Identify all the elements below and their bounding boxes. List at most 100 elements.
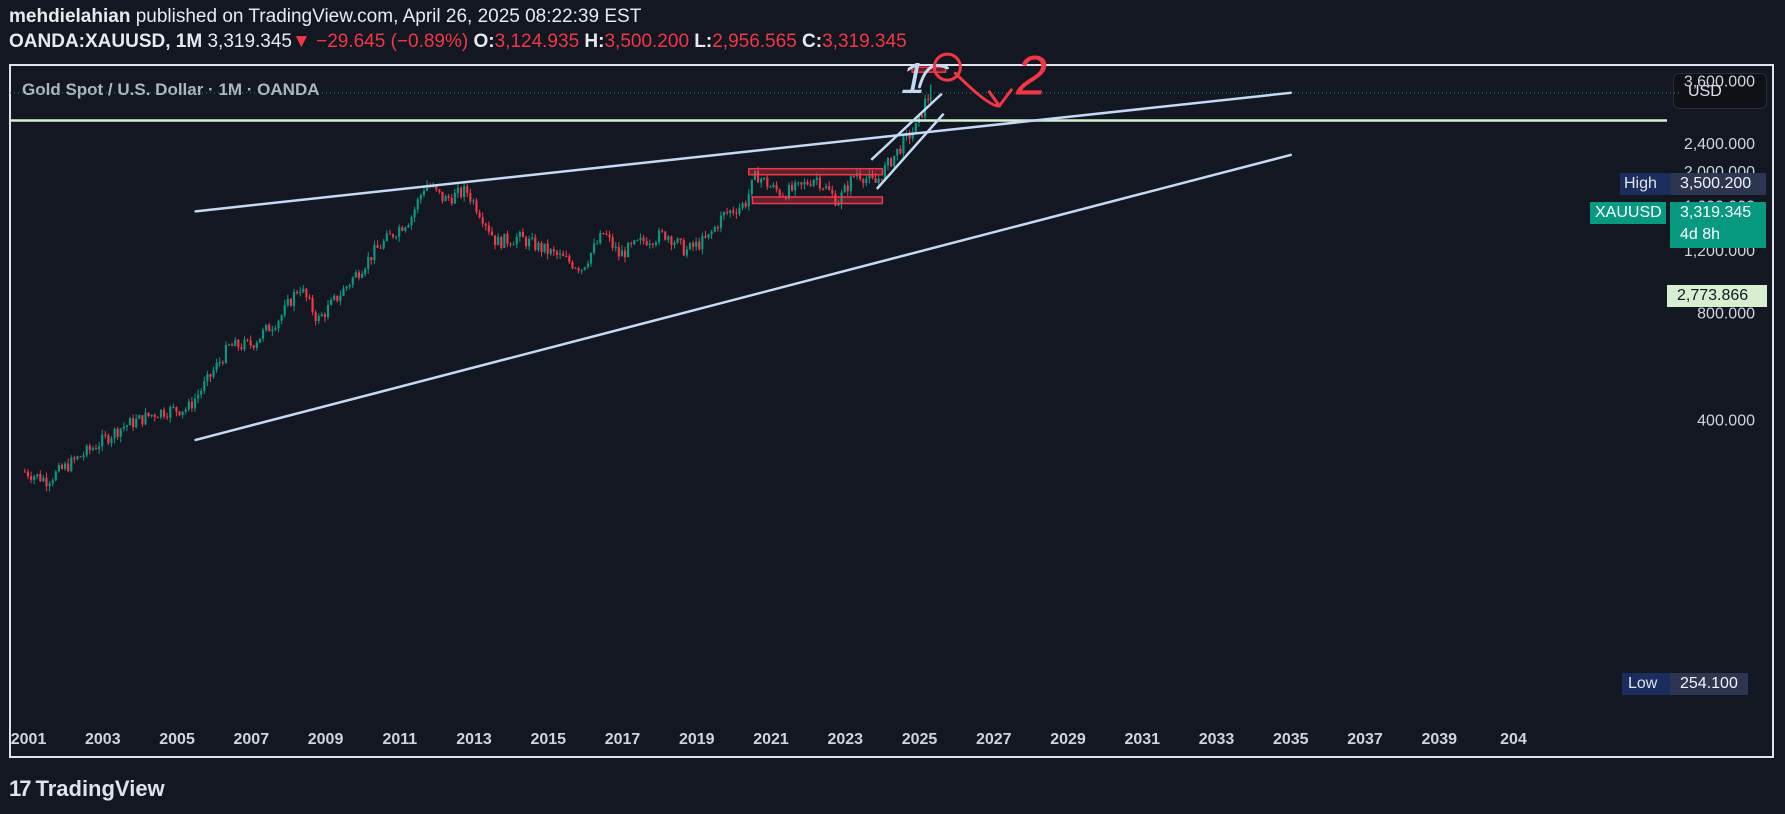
- candle-body: [831, 189, 834, 194]
- candle-body: [676, 238, 679, 243]
- candle-body: [481, 217, 484, 224]
- candle-body: [506, 233, 509, 244]
- symbol-label: OANDA:XAUUSD, 1M: [9, 31, 203, 52]
- candle-body: [908, 133, 911, 139]
- candle-body: [271, 329, 274, 332]
- candle-body: [636, 240, 639, 242]
- candle-body: [181, 411, 184, 416]
- candle-body: [667, 236, 670, 240]
- candle-body: [512, 244, 515, 246]
- candle-body: [302, 288, 305, 292]
- candle-body: [178, 411, 181, 416]
- candle-body: [920, 114, 924, 118]
- candle-body: [837, 204, 840, 206]
- candle-body: [212, 370, 215, 377]
- candle-body: [735, 212, 738, 214]
- candle-body: [750, 179, 753, 195]
- candle-body: [487, 225, 490, 232]
- candle-body: [370, 256, 373, 261]
- candle-body: [373, 245, 376, 261]
- candle-body: [571, 262, 574, 269]
- candle-body: [524, 237, 528, 247]
- down-triangle-icon: ▼: [292, 31, 311, 52]
- candle-body: [596, 243, 599, 245]
- x-tick-label: 2015: [530, 731, 566, 748]
- candle-body: [818, 177, 821, 189]
- candle-body: [246, 339, 249, 341]
- candle-body: [865, 178, 868, 184]
- candle-body: [190, 401, 193, 409]
- candle-body: [546, 243, 549, 254]
- low-value-label: 254.100: [1670, 673, 1748, 695]
- low-value: 2,956.565: [712, 31, 797, 52]
- candle-body: [144, 412, 147, 425]
- candle-body: [333, 295, 336, 300]
- axes-layer: 400.000800.0001,200.0001,600.0002,000.00…: [11, 73, 1755, 748]
- x-tick-label: 2031: [1124, 731, 1160, 748]
- candle-body: [367, 256, 370, 269]
- candle-body: [209, 374, 212, 377]
- last-price: 3,319.345: [207, 31, 292, 52]
- candle-body: [132, 418, 135, 428]
- candle-body: [790, 184, 794, 191]
- candle-body: [800, 182, 803, 185]
- candle-body: [927, 98, 930, 100]
- candle-body: [379, 247, 382, 249]
- candle-body: [729, 210, 732, 214]
- candle-body: [466, 186, 469, 193]
- candle-body: [382, 240, 385, 249]
- x-tick-label: 2035: [1273, 731, 1309, 748]
- candle-body: [469, 192, 472, 202]
- x-tick-label: 2037: [1347, 731, 1383, 748]
- candle-body: [478, 212, 481, 218]
- x-tick-label: 2027: [976, 731, 1012, 748]
- candle-body: [580, 269, 583, 271]
- candle-body: [345, 286, 348, 289]
- candle-body: [710, 231, 713, 235]
- candle-body: [104, 434, 107, 436]
- x-tick-label: 2021: [753, 731, 789, 748]
- candle-body: [893, 155, 896, 167]
- candle-body: [33, 476, 36, 480]
- candle-body: [357, 272, 361, 278]
- tradingview-brand[interactable]: 17 TradingView: [9, 776, 165, 802]
- candle-body: [623, 250, 627, 258]
- candle-body: [716, 227, 719, 229]
- currency-button[interactable]: USD: [1673, 73, 1767, 109]
- candle-body: [376, 245, 379, 248]
- candle-body: [320, 314, 323, 317]
- candle-body: [203, 381, 206, 391]
- candle-body: [803, 182, 806, 185]
- candle-body: [543, 243, 546, 252]
- candle-body: [586, 263, 589, 268]
- candle-body: [60, 465, 64, 469]
- candle-body: [871, 174, 874, 179]
- candle-body: [670, 236, 673, 245]
- candle-body: [605, 233, 608, 235]
- candle-body: [107, 435, 110, 444]
- candle-body: [82, 455, 85, 458]
- candle-body: [98, 446, 101, 450]
- candle-body: [175, 406, 178, 412]
- candle-body: [902, 136, 905, 154]
- candle-body: [602, 232, 605, 234]
- candle-body: [252, 345, 255, 348]
- wave2-label: 2: [1015, 44, 1047, 107]
- ohlc-line: OANDA:XAUUSD, 1M 3,319.345▼ −29.645 (−0.…: [9, 31, 907, 53]
- candle-body: [645, 240, 648, 246]
- candle-body: [738, 207, 741, 214]
- candle-body: [766, 177, 769, 187]
- candle-body: [23, 471, 26, 473]
- candle-body: [206, 374, 209, 382]
- x-tick-label: 2017: [605, 731, 641, 748]
- candle-body: [540, 242, 543, 252]
- candle-body: [224, 344, 228, 363]
- channel-upper-line: [194, 91, 1293, 213]
- candle-body: [227, 344, 231, 346]
- candle-body: [128, 418, 132, 426]
- author-name[interactable]: mehdielahian: [9, 6, 131, 27]
- candle-body: [633, 240, 636, 244]
- candle-body: [701, 235, 704, 250]
- candle-body: [834, 193, 837, 206]
